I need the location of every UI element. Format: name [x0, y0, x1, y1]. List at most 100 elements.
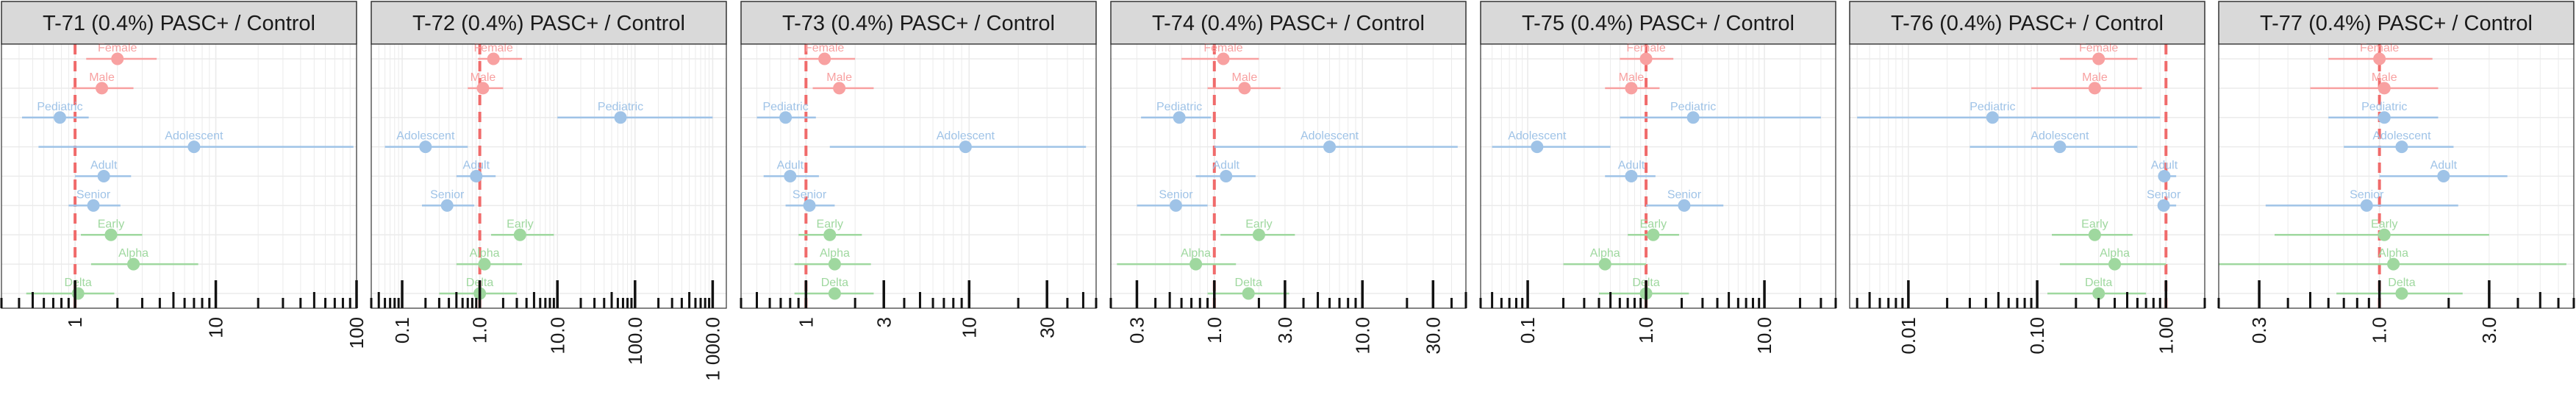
point-label: Adolescent: [165, 130, 223, 143]
point-label: Adolescent: [2031, 130, 2089, 143]
point-estimate: [1639, 52, 1653, 65]
panel-title: T-77 (0.4%) PASC+ / Control: [2260, 12, 2533, 35]
point-estimate: [1173, 111, 1186, 124]
axis-tick-label: 0.01: [1897, 317, 1920, 355]
axis-tick-label: 1: [795, 317, 817, 327]
point-estimate: [2378, 82, 2391, 95]
point-label: Alpha: [118, 247, 149, 260]
panel-border: [740, 43, 1097, 309]
point-estimate: [828, 287, 841, 300]
point-estimate: [823, 228, 837, 241]
panel-border: [2218, 43, 2575, 309]
point-estimate: [2378, 228, 2391, 241]
point-label: Alpha: [470, 247, 500, 260]
point-label: Alpha: [2378, 247, 2408, 260]
point-label: Early: [1245, 218, 1272, 230]
point-estimate: [1217, 52, 1230, 65]
axis-tick-label: 0.1: [391, 317, 413, 344]
point-label: Adult: [463, 160, 490, 172]
point-estimate: [803, 199, 816, 212]
point-label: Female: [2360, 42, 2399, 54]
panel-strip: [1849, 1, 2205, 45]
point-estimate: [97, 170, 110, 182]
point-label: Senior: [1159, 188, 1193, 201]
point-label: Senior: [76, 188, 111, 201]
point-label: Senior: [2147, 188, 2181, 201]
point-estimate: [2053, 140, 2067, 154]
panel-strip: [1480, 1, 1836, 45]
point-label: Delta: [2388, 277, 2415, 289]
point-estimate: [2373, 52, 2386, 65]
axis-tick-label: 10.0: [1753, 317, 1775, 355]
point-estimate: [818, 52, 831, 65]
forest-panel: T-71 (0.4%) PASC+ / Control Female Male Ped…: [0, 1, 368, 349]
forest-panel: T-73 (0.4%) PASC+ / Control Female Male Ped…: [740, 1, 1098, 338]
panel-border: [1110, 43, 1467, 309]
axis-tick-label: 0.3: [1126, 317, 1148, 344]
point-estimate: [2378, 111, 2391, 124]
axis-tick-label: 1 000.0: [702, 317, 724, 381]
point-estimate: [487, 52, 500, 65]
point-estimate: [1531, 140, 1544, 154]
point-estimate: [828, 257, 841, 271]
point-label: Delta: [2085, 277, 2112, 289]
point-label: Senior: [430, 188, 465, 201]
point-estimate: [784, 170, 797, 182]
point-label: Adolescent: [2372, 130, 2431, 143]
point-label: Male: [89, 71, 115, 84]
point-label: Male: [1232, 71, 1258, 84]
point-label: Pediatric: [37, 101, 82, 113]
point-label: Adult: [1213, 160, 1240, 172]
point-label: Senior: [1667, 188, 1702, 201]
panel-strip: [1110, 1, 1467, 45]
axis-tick-label: 1.0: [1635, 317, 1657, 344]
axis-tick-label: 10.0: [546, 317, 568, 355]
point-label: Male: [826, 71, 852, 84]
point-estimate: [2088, 228, 2101, 241]
point-estimate: [1598, 257, 1611, 271]
point-estimate: [1220, 170, 1233, 182]
point-label: Delta: [1235, 277, 1262, 289]
point-label: Pediatric: [1670, 101, 1716, 113]
point-label: Alpha: [1590, 247, 1620, 260]
point-label: Female: [2079, 42, 2118, 54]
point-estimate: [1242, 287, 1255, 300]
axis-tick-label: 30.0: [1422, 317, 1444, 355]
point-estimate: [476, 82, 490, 95]
panel-title: T-75 (0.4%) PASC+ / Control: [1522, 12, 1795, 35]
point-label: Alpha: [820, 247, 850, 260]
point-estimate: [2360, 199, 2373, 212]
point-estimate: [2395, 140, 2408, 154]
point-label: Alpha: [1181, 247, 1211, 260]
panel-title: T-73 (0.4%) PASC+ / Control: [782, 12, 1055, 35]
axis-tick-label: 1: [64, 317, 86, 327]
panel-title: T-72 (0.4%) PASC+ / Control: [412, 12, 685, 35]
point-estimate: [1323, 140, 1337, 154]
forest-panel: T-76 (0.4%) PASC+ / Control Female Male Ped…: [1849, 1, 2206, 355]
point-estimate: [779, 111, 793, 124]
point-label: Adolescent: [937, 130, 995, 143]
point-label: Pediatric: [762, 101, 808, 113]
point-estimate: [127, 257, 140, 271]
panel-strip: [2218, 1, 2575, 45]
point-label: Male: [2372, 71, 2397, 84]
axis-tick-label: 3: [873, 317, 895, 327]
axis-tick-label: 1.0: [2369, 317, 2391, 344]
point-label: Adolescent: [1300, 130, 1359, 143]
point-estimate: [614, 111, 627, 124]
point-estimate: [2092, 52, 2105, 65]
point-estimate: [513, 228, 526, 241]
panel-strip: [740, 1, 1097, 45]
point-label: Early: [1640, 218, 1667, 230]
point-estimate: [1238, 82, 1251, 95]
point-label: Alpha: [2100, 247, 2130, 260]
point-estimate: [1169, 199, 1182, 212]
forest-panel: T-77 (0.4%) PASC+ / Control Female Male Ped…: [2217, 1, 2575, 344]
point-estimate: [2157, 199, 2170, 212]
panel-border: [1849, 43, 2205, 309]
panel-title: T-71 (0.4%) PASC+ / Control: [43, 12, 315, 35]
point-label: Male: [471, 71, 496, 84]
point-label: Early: [817, 218, 843, 230]
axis-tick-label: 3.0: [2478, 317, 2500, 344]
